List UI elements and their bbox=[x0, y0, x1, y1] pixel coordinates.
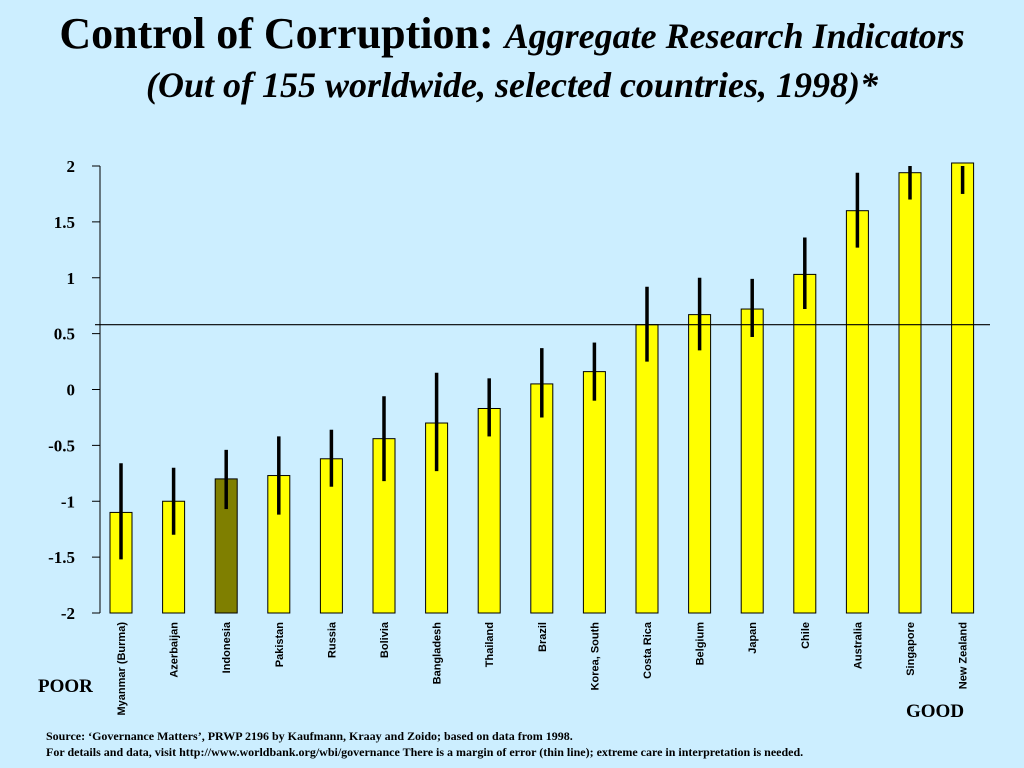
bar bbox=[951, 162, 975, 614]
y-tick-label: -2 bbox=[61, 604, 75, 623]
poor-label: POOR bbox=[38, 676, 93, 697]
y-tick-label: -1 bbox=[61, 492, 75, 511]
bar bbox=[688, 314, 712, 614]
bar bbox=[740, 308, 764, 614]
category-label: Pakistan bbox=[274, 622, 286, 668]
source-line-2: For details and data, visit http://www.w… bbox=[46, 745, 804, 759]
good-label: GOOD bbox=[906, 701, 965, 722]
bar bbox=[898, 172, 922, 614]
bar bbox=[477, 407, 501, 614]
category-label: Indonesia bbox=[221, 621, 233, 673]
y-tick-label: -1.5 bbox=[48, 548, 75, 567]
category-label: Bolivia bbox=[379, 621, 391, 658]
bar bbox=[582, 371, 606, 614]
y-tick-label: 0.5 bbox=[54, 325, 75, 344]
bar bbox=[845, 210, 869, 614]
title-block: Control of Corruption: Aggregate Researc… bbox=[0, 8, 1024, 108]
chart-title-sub: Aggregate Research Indicators bbox=[504, 16, 965, 56]
category-label: Bangladesh bbox=[432, 622, 444, 685]
y-tick-label: 2 bbox=[67, 157, 76, 176]
category-label: Singapore bbox=[905, 622, 917, 676]
y-tick-label: 1 bbox=[67, 269, 76, 288]
chart-title-main: Control of Corruption: bbox=[59, 9, 494, 58]
category-label: Costa Rica bbox=[642, 621, 654, 679]
source-note: Source: ‘Governance Matters’, PRWP 2196 … bbox=[46, 728, 1006, 760]
category-label: Myanmar (Burma) bbox=[116, 622, 128, 716]
category-label: Korea, South bbox=[589, 622, 601, 691]
y-tick-label: -0.5 bbox=[48, 436, 75, 455]
category-label: Azerbaijan bbox=[169, 622, 181, 678]
category-label: Brazil bbox=[537, 622, 549, 652]
category-label: Belgium bbox=[695, 622, 707, 666]
category-label: Chile bbox=[800, 622, 812, 649]
category-label: Thailand bbox=[484, 622, 496, 667]
y-tick-label: 1.5 bbox=[54, 213, 75, 232]
bar bbox=[530, 383, 554, 614]
category-label: Japan bbox=[747, 622, 759, 654]
chart-title-line2: (Out of 155 worldwide, selected countrie… bbox=[146, 65, 878, 105]
y-tick-label: 0 bbox=[67, 381, 76, 400]
title-line-1: Control of Corruption: Aggregate Researc… bbox=[0, 8, 1024, 62]
bar bbox=[635, 324, 659, 614]
source-line-1: Source: ‘Governance Matters’, PRWP 2196 … bbox=[46, 729, 573, 743]
category-label: New Zealand bbox=[958, 622, 970, 689]
category-label: Russia bbox=[326, 621, 338, 658]
category-label: Australia bbox=[852, 621, 864, 669]
